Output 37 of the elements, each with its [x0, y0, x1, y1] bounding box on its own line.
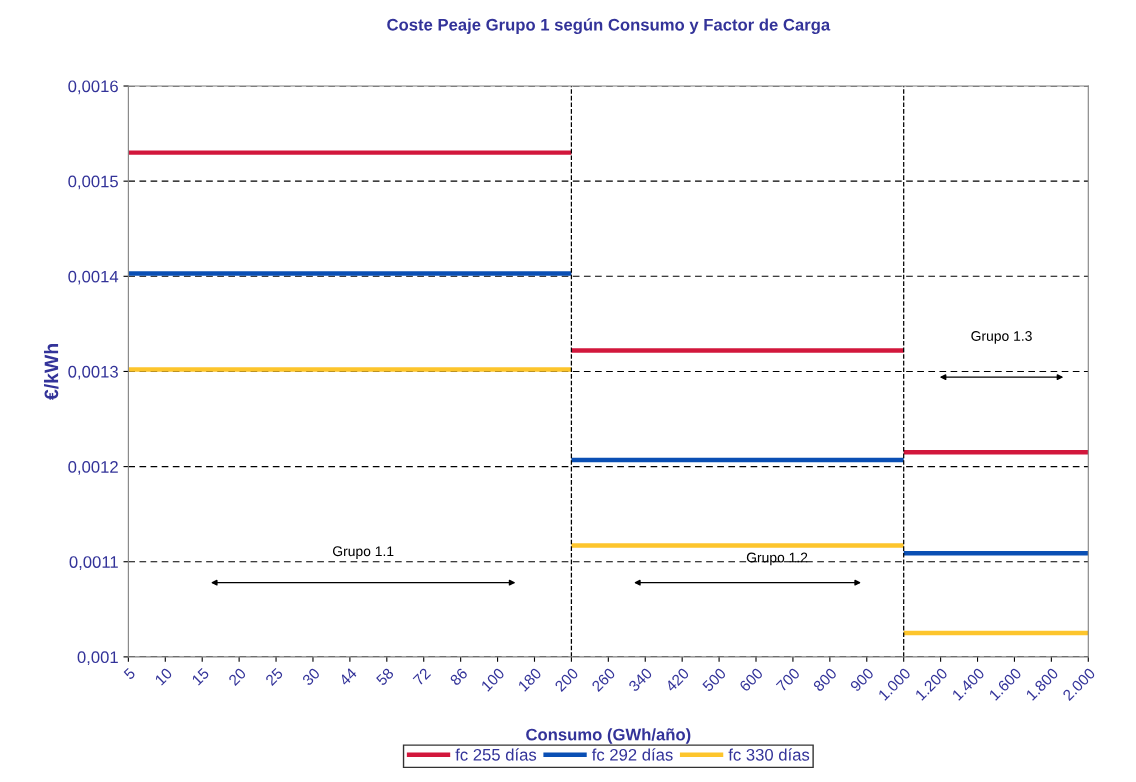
- y-tick-label: 0,0016: [68, 80, 118, 95]
- x-tick-label: 340: [627, 667, 653, 693]
- x-axis-title: Consumo (GWh/año): [526, 728, 691, 744]
- x-tick-label: 72: [412, 667, 432, 686]
- legend-label: fc 330 días: [728, 748, 810, 761]
- chart-title: Coste Peaje Grupo 1 según Consumo y Factor de Carga: [387, 18, 831, 34]
- y-tick-label: 0,0015: [68, 175, 118, 190]
- y-tick-label: 0,0012: [68, 460, 118, 475]
- annotation: Grupo 1.1: [333, 546, 394, 559]
- x-tick-label: 86: [449, 667, 469, 687]
- x-tick-label: 260: [591, 667, 616, 693]
- x-tick-label: 25: [264, 667, 284, 687]
- x-tick-label: 700: [775, 667, 801, 693]
- x-tick-label: 600: [738, 667, 764, 693]
- x-tick-label: 30: [301, 667, 321, 687]
- legend-label: fc 255 días: [455, 748, 537, 761]
- annotation: Grupo 1.3: [971, 331, 1032, 344]
- x-tick-label: 10: [154, 667, 173, 686]
- y-tick-label: 0,0013: [68, 365, 118, 380]
- x-tick-label: 180: [517, 667, 542, 692]
- x-tick-label: 20: [227, 667, 247, 687]
- legend-label: fc 292 días: [591, 748, 673, 761]
- x-tick-label: 5: [123, 667, 136, 681]
- x-tick-label: 900: [849, 667, 875, 693]
- y-tick-label: 0,0014: [68, 270, 119, 285]
- x-tick-label: 200: [554, 667, 579, 693]
- x-tick-label: 15: [191, 667, 210, 686]
- y-tick-label: 0,001: [77, 651, 118, 666]
- x-tick-label: 44: [338, 667, 358, 687]
- x-tick-label: 58: [375, 667, 395, 687]
- x-tick-label: 420: [664, 667, 690, 693]
- y-tick-label: 0,0011: [69, 556, 118, 570]
- x-tick-label: 800: [812, 667, 838, 693]
- y-axis-title: €/kWh: [43, 344, 59, 400]
- x-tick-label: 100: [480, 667, 506, 692]
- annotation: Grupo 1.2: [746, 552, 808, 566]
- x-tick-label: 500: [701, 667, 727, 693]
